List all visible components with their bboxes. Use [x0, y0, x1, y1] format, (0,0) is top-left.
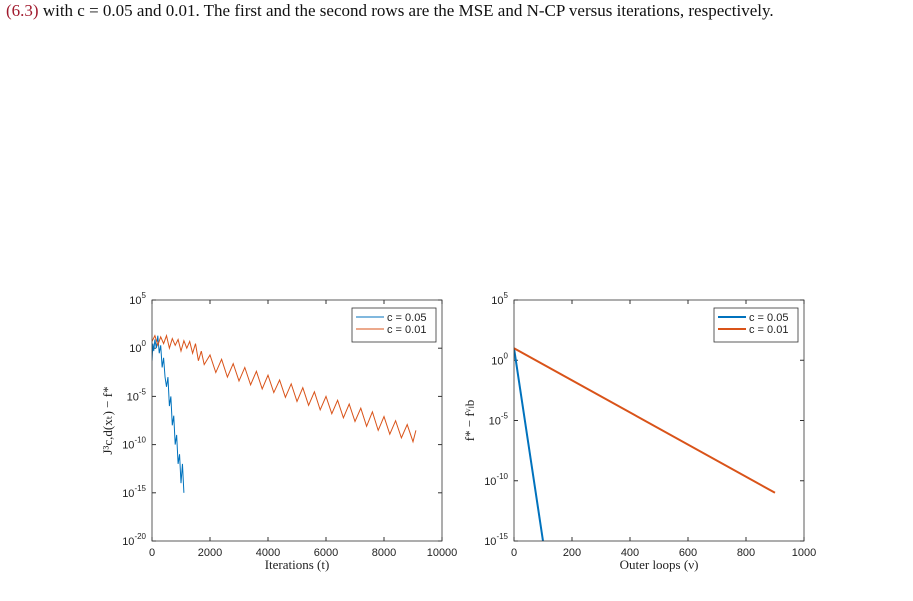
y-tick-label: 10-15: [484, 532, 508, 548]
y-tick-label: 10-5: [489, 412, 509, 428]
legend-label: c = 0.05: [749, 312, 788, 324]
y-axis-label: J³c,d(xₜ) − f*: [100, 386, 115, 454]
y-tick-label: 100: [491, 351, 508, 367]
y-tick-exponent: -5: [501, 412, 509, 421]
axes-box: [513, 299, 805, 542]
y-tick-label: 10-10: [122, 436, 146, 452]
x-tick-label: 0: [511, 547, 517, 559]
y-tick-exponent: -5: [139, 387, 147, 396]
legend-box: [351, 307, 437, 343]
y-tick-exponent: -10: [134, 436, 146, 445]
legend-label: c = 0.01: [749, 324, 788, 336]
legend-box: [713, 307, 799, 343]
y-tick-base: 10: [122, 440, 134, 452]
x-tick-label: 800: [737, 547, 755, 559]
y-tick-base: 10: [491, 295, 503, 307]
series-line: [514, 347, 776, 494]
y-tick-label: 10-10: [484, 472, 508, 488]
y-tick-base: 10: [491, 355, 503, 367]
y-tick-label: 105: [129, 291, 146, 307]
y-tick-exponent: 5: [142, 291, 147, 300]
y-tick-exponent: 5: [504, 291, 509, 300]
series-line: [152, 335, 185, 493]
caption: (6.3) with c = 0.05 and 0.01. The first …: [6, 0, 906, 22]
y-tick-label: 100: [129, 339, 146, 355]
y-tick-base: 10: [129, 343, 141, 355]
y-tick-label: 10-5: [127, 387, 147, 403]
y-tick-exponent: -20: [134, 532, 146, 541]
x-axis-label: Outer loops (ν): [620, 557, 699, 572]
y-tick-base: 10: [129, 295, 141, 307]
y-tick-label: 10-15: [122, 484, 146, 500]
y-tick-base: 10: [122, 536, 134, 548]
legend-label: c = 0.01: [387, 324, 426, 336]
x-axis-label: Iterations (t): [265, 557, 330, 572]
x-tick-label: 2000: [198, 547, 222, 559]
equation-ref: (6.3): [6, 1, 39, 20]
y-tick-base: 10: [484, 476, 496, 488]
x-tick-label: 400: [621, 547, 639, 559]
y-axis-label: f* − fᵛₗb: [462, 400, 477, 441]
x-tick-label: 10000: [427, 547, 458, 559]
y-tick-base: 10: [489, 416, 501, 428]
series-line: [514, 348, 544, 541]
y-tick-exponent: 0: [504, 351, 509, 360]
y-tick-exponent: 0: [142, 339, 147, 348]
y-tick-exponent: -15: [496, 532, 508, 541]
series-line: [152, 333, 417, 444]
y-tick-base: 10: [127, 391, 139, 403]
y-tick-base: 10: [484, 536, 496, 548]
x-tick-label: 1000: [792, 547, 816, 559]
caption-text: with c = 0.05 and 0.01. The first and th…: [42, 1, 774, 20]
x-tick-label: 0: [149, 547, 155, 559]
x-tick-label: 600: [679, 547, 697, 559]
x-tick-label: 4000: [256, 547, 280, 559]
legend-label: c = 0.05: [387, 312, 426, 324]
x-tick-label: 6000: [314, 547, 338, 559]
axes-box: [151, 299, 443, 542]
y-tick-exponent: -10: [496, 472, 508, 481]
y-tick-exponent: -15: [134, 484, 146, 493]
y-tick-label: 10-20: [122, 532, 146, 548]
y-tick-base: 10: [122, 488, 134, 500]
y-tick-label: 105: [491, 291, 508, 307]
x-tick-label: 8000: [372, 547, 396, 559]
x-tick-label: 200: [563, 547, 581, 559]
